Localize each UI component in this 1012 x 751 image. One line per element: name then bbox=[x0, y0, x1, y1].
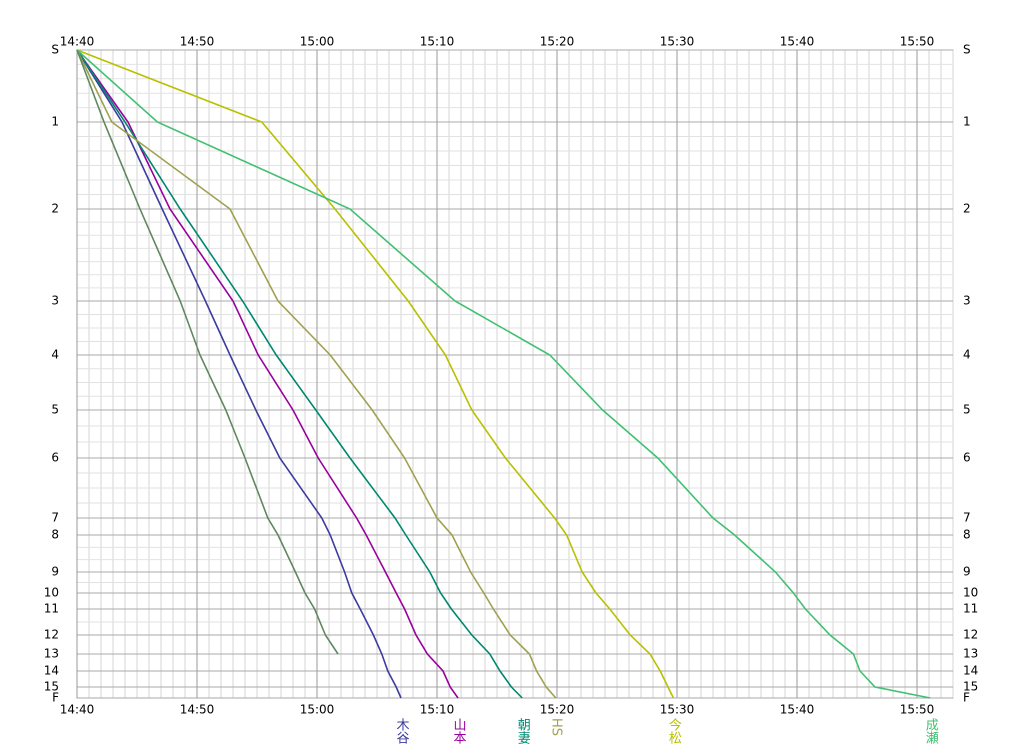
legend-label: 山本 bbox=[451, 718, 467, 744]
y-tick-label: 14 bbox=[44, 664, 59, 678]
y-tick-label: F bbox=[52, 691, 59, 705]
y-tick-label: 13 bbox=[44, 647, 59, 661]
runner-line bbox=[76, 49, 675, 699]
y-tick-label: 1 bbox=[51, 115, 59, 129]
y-tick-label-right: 9 bbox=[963, 565, 971, 579]
plot-area bbox=[76, 49, 954, 699]
y-tick-label: S bbox=[51, 43, 59, 57]
x-tick-label: 15:20 bbox=[540, 703, 575, 717]
runner-line bbox=[76, 49, 402, 699]
x-tick-label-top: 14:50 bbox=[180, 35, 215, 49]
runner-line bbox=[76, 49, 931, 699]
y-tick-label: 5 bbox=[51, 403, 59, 417]
runner-line bbox=[76, 49, 339, 655]
y-tick-label: 4 bbox=[51, 348, 59, 362]
y-tick-label-right: 6 bbox=[963, 451, 971, 465]
x-tick-label: 15:10 bbox=[420, 703, 455, 717]
x-tick-label-top: 15:00 bbox=[300, 35, 335, 49]
legend-label: 成瀬 bbox=[923, 718, 939, 744]
legend-label: 今松 bbox=[666, 717, 682, 744]
x-tick-label-top: 15:40 bbox=[780, 35, 815, 49]
y-tick-label-right: 12 bbox=[963, 628, 978, 642]
y-tick-label-right: 15 bbox=[963, 680, 978, 694]
x-tick-label: 15:40 bbox=[780, 703, 815, 717]
x-tick-label: 14:40 bbox=[60, 703, 95, 717]
y-tick-label-right: 5 bbox=[963, 403, 971, 417]
y-tick-label-right: 4 bbox=[963, 348, 971, 362]
y-tick-label: 2 bbox=[51, 202, 59, 216]
y-tick-label-right: 3 bbox=[963, 294, 971, 308]
y-tick-label: 12 bbox=[44, 628, 59, 642]
y-tick-label: 3 bbox=[51, 294, 59, 308]
runner-line bbox=[76, 49, 557, 699]
legend-label: 朝妻 bbox=[515, 718, 531, 744]
y-tick-label-right: 14 bbox=[963, 664, 978, 678]
x-tick-label-top: 15:10 bbox=[420, 35, 455, 49]
y-tick-label-right: 13 bbox=[963, 647, 978, 661]
y-tick-label-right: 8 bbox=[963, 528, 971, 542]
x-tick-label: 15:00 bbox=[300, 703, 335, 717]
y-tick-label: 15 bbox=[44, 680, 59, 694]
x-tick-label: 14:50 bbox=[180, 703, 215, 717]
runner-line bbox=[76, 49, 459, 699]
y-tick-label: 10 bbox=[44, 586, 59, 600]
x-tick-label-top: 15:20 bbox=[540, 35, 575, 49]
x-tick-label-top: 15:30 bbox=[660, 35, 695, 49]
y-tick-label-right: F bbox=[963, 691, 970, 705]
x-tick-label-top: 14:40 bbox=[60, 35, 95, 49]
legend-label: HS bbox=[548, 718, 563, 736]
y-tick-label-right: 11 bbox=[963, 602, 978, 616]
y-tick-label: 8 bbox=[51, 528, 59, 542]
y-tick-label: 7 bbox=[51, 511, 59, 525]
y-tick-label-right: 1 bbox=[963, 115, 971, 129]
y-tick-label: 6 bbox=[51, 451, 59, 465]
runner-line bbox=[76, 49, 523, 699]
legend-label: 木谷 bbox=[394, 718, 410, 744]
x-tick-label: 15:30 bbox=[660, 703, 695, 717]
x-tick-label: 15:50 bbox=[900, 703, 935, 717]
y-tick-label-right: 7 bbox=[963, 511, 971, 525]
x-tick-label-top: 15:50 bbox=[900, 35, 935, 49]
y-tick-label: 11 bbox=[44, 602, 59, 616]
y-tick-label-right: S bbox=[963, 43, 971, 57]
y-tick-label-right: 2 bbox=[963, 202, 971, 216]
y-tick-label: 9 bbox=[51, 565, 59, 579]
y-tick-label-right: 10 bbox=[963, 586, 978, 600]
